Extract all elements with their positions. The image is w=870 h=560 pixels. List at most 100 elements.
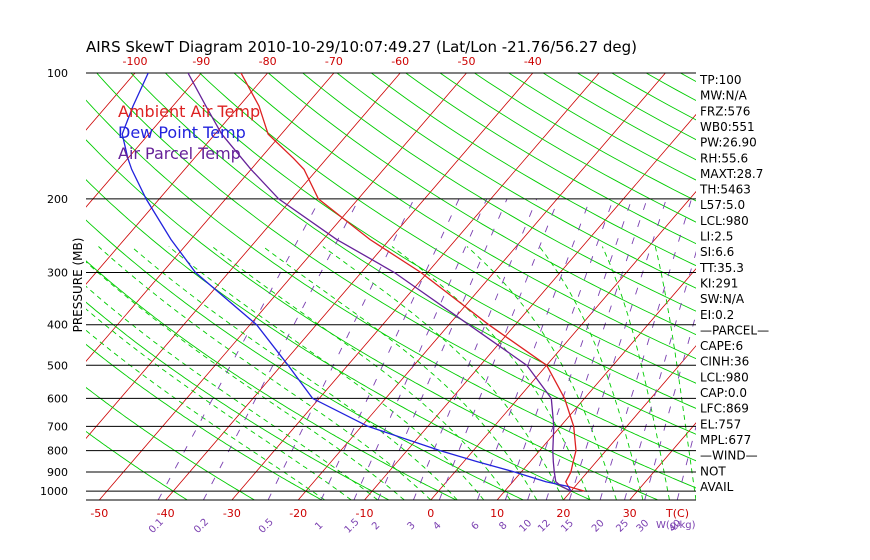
- moist-adiabat-line: [539, 246, 644, 500]
- pressure-tick-label: 200: [47, 193, 68, 206]
- index-item: LI:2.5: [700, 230, 733, 244]
- top-temp-tick-label: -80: [259, 55, 277, 68]
- mixing-ratio-tick-label: 0.2: [192, 517, 211, 536]
- mixing-ratio-line: [203, 198, 360, 500]
- mixing-ratio-line: [438, 198, 559, 500]
- isotherm-line: [762, 73, 870, 500]
- moist-adiabat-line: [98, 246, 432, 500]
- bottom-temp-tick-label: -50: [90, 507, 108, 520]
- index-item: LCL:980: [700, 214, 749, 228]
- index-item: CAPE:6: [700, 339, 743, 353]
- pressure-tick-label: 900: [47, 466, 68, 479]
- moist-adiabat-line: [211, 246, 511, 500]
- mixing-ratio-tick-label: 15: [559, 518, 576, 535]
- mixing-ratio-line: [527, 198, 633, 500]
- dry-adiabat-line: [405, 73, 696, 245]
- index-item: MPL:677: [700, 433, 751, 447]
- index-item: TH:5463: [699, 183, 751, 197]
- pressure-tick-label: 1000: [40, 485, 68, 498]
- mixing-ratio-tick-label: 4: [431, 520, 443, 532]
- index-item: RH:55.6: [700, 151, 748, 165]
- moist-adiabat-line: [654, 246, 696, 500]
- moist-adiabat-line: [86, 261, 405, 500]
- series-line: [187, 73, 572, 492]
- dry-adiabat-line: [749, 73, 870, 500]
- moist-adiabat-line: [86, 329, 325, 500]
- isotherm-line: [0, 73, 2, 500]
- isotherm-line: [86, 73, 202, 208]
- mixing-ratio-line: [412, 198, 538, 500]
- chart-title: AIRS SkewT Diagram 2010-10-29/10:07:49.2…: [86, 38, 637, 56]
- dry-adiabat-line: [86, 386, 255, 500]
- index-item: AVAIL: [700, 480, 734, 494]
- top-temp-tick-label: -40: [524, 55, 542, 68]
- mixing-ratio-line: [267, 198, 415, 500]
- dry-adiabat-line: [645, 73, 696, 102]
- series-line: [121, 73, 572, 492]
- dry-adiabat-line: [86, 260, 457, 500]
- index-item: SW:N/A: [700, 292, 745, 306]
- index-item: NOT: [700, 464, 726, 478]
- dry-adiabat-line: [233, 73, 696, 360]
- isotherm-line: [496, 268, 696, 500]
- pressure-tick-label: 100: [47, 67, 68, 80]
- index-item: L57:5.0: [700, 198, 745, 212]
- moist-adiabat-line: [391, 246, 591, 500]
- mixing-ratio-unit: W(g/kg): [656, 520, 696, 531]
- top-temp-tick-label: -90: [192, 55, 210, 68]
- top-temp-tick-label: -70: [325, 55, 343, 68]
- moist-adiabat-line: [466, 246, 617, 500]
- dry-adiabat-line: [86, 219, 524, 500]
- dry-adiabat-line: [86, 99, 696, 489]
- isotherm-line: [86, 73, 401, 439]
- top-temp-tick-label: -50: [458, 55, 476, 68]
- bottom-temp-tick-label: 0: [427, 507, 434, 520]
- dry-adiabat-line: [86, 139, 659, 500]
- mixing-ratio-tick-label: 1: [313, 520, 325, 532]
- moist-adiabat-line: [601, 246, 670, 500]
- index-item: LCL:980: [700, 370, 749, 384]
- mixing-ratio-tick-label: 3: [405, 520, 417, 532]
- bottom-temp-tick-label: -20: [289, 507, 307, 520]
- isotherm-line: [297, 73, 666, 500]
- isotherm-line: [98, 73, 467, 500]
- isotherm-line: [430, 190, 696, 500]
- bottom-temp-tick-label: -10: [356, 507, 374, 520]
- legend: Ambient Air Temp Dew Point Temp Air Parcel…: [118, 102, 260, 163]
- legend-entry: Air Parcel Temp: [118, 144, 241, 163]
- dry-adiabat-line: [86, 430, 188, 500]
- pressure-tick-label: 700: [47, 420, 68, 433]
- index-item: CINH:36: [700, 355, 749, 369]
- moist-adiabat-line: [262, 246, 538, 500]
- mixing-ratio-line: [377, 198, 508, 500]
- index-item: LFC:869: [700, 402, 749, 416]
- pressure-tick-label: 300: [47, 267, 68, 280]
- pressure-tick-label: 500: [47, 359, 68, 372]
- index-item: WB0:551: [700, 120, 755, 134]
- isobars: [86, 72, 696, 501]
- isotherm-line: [231, 73, 600, 500]
- index-item: —PARCEL—: [700, 323, 769, 337]
- mixing-ratio-line: [353, 198, 488, 500]
- dry-adiabat-line: [439, 73, 696, 223]
- index-item: FRZ:576: [700, 104, 750, 118]
- index-item: SI:6.6: [700, 245, 734, 259]
- pressure-tick-label: 800: [47, 445, 68, 458]
- index-item: TT:35.3: [699, 261, 744, 275]
- isotherm-line: [829, 73, 870, 500]
- bottom-temp-tick-label: 30: [623, 507, 637, 520]
- bottom-temp-tick-label: 20: [556, 507, 570, 520]
- top-temp-tick-label: -100: [123, 55, 148, 68]
- index-item: KI:291: [700, 276, 738, 290]
- moist-adiabat-line: [86, 308, 352, 500]
- index-item: MAXT:28.7: [700, 167, 763, 181]
- mixing-ratio-line: [599, 198, 692, 500]
- mixing-ratio-tick-label: 12: [536, 518, 553, 535]
- bottom-temp-tick-label: -30: [223, 507, 241, 520]
- bottom-temp-tick-label: -40: [157, 507, 175, 520]
- dry-adiabat-line: [474, 73, 696, 202]
- isotherm-line: [0, 73, 69, 500]
- index-item: PW:26.90: [700, 136, 757, 150]
